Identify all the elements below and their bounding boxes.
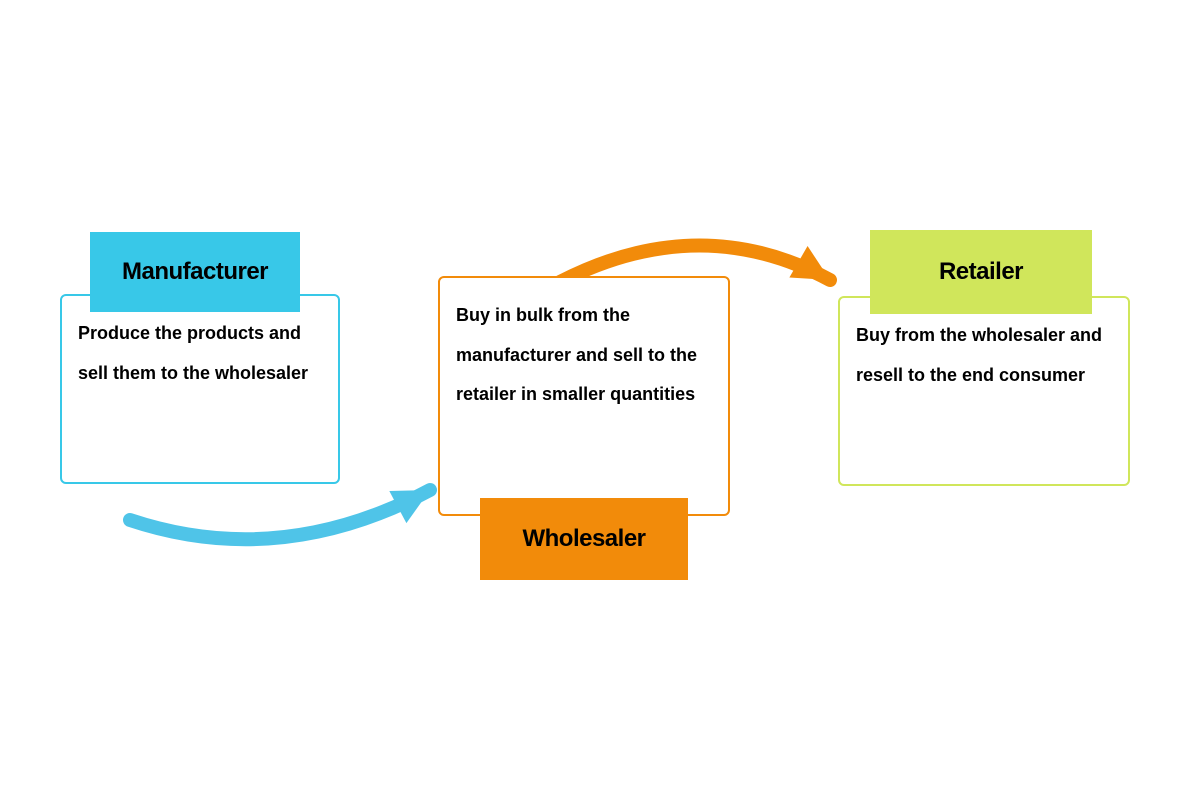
- retailer-box: Buy from the wholesaler and resell to th…: [838, 296, 1130, 486]
- retailer-description: Buy from the wholesaler and resell to th…: [856, 316, 1112, 395]
- manufacturer-description: Produce the products and sell them to th…: [78, 314, 322, 393]
- manufacturer-label: Manufacturer: [90, 232, 300, 312]
- wholesaler-box: Buy in bulk from the manufacturer and se…: [438, 276, 730, 516]
- manufacturer-box: Produce the products and sell them to th…: [60, 294, 340, 484]
- wholesaler-description: Buy in bulk from the manufacturer and se…: [456, 296, 712, 415]
- wholesaler-label: Wholesaler: [480, 498, 688, 580]
- retailer-label: Retailer: [870, 230, 1092, 314]
